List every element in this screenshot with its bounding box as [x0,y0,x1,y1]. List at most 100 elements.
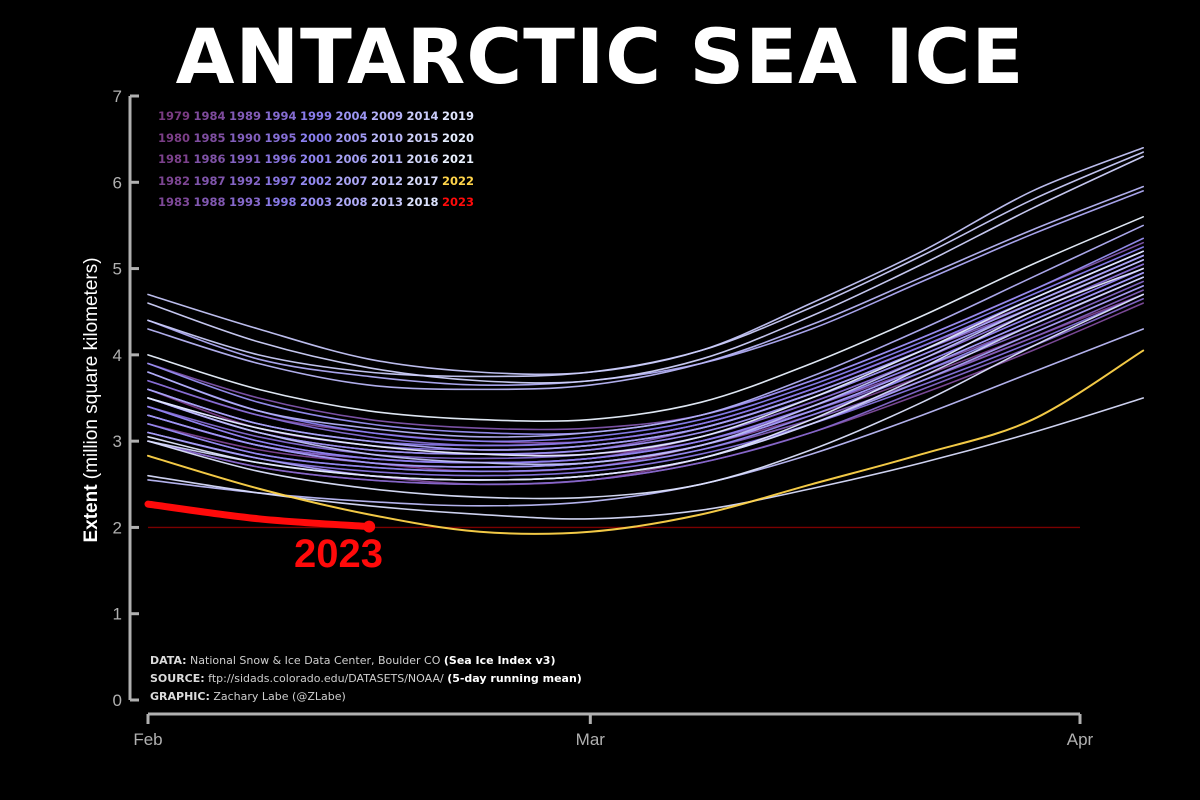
legend-item-2014: 2014 [406,109,439,123]
legend-row: 1983 1988 1993 1998 2003 2008 2013 2018 2023 [158,192,478,214]
y-tick-label: 4 [113,346,122,365]
credit-graphic-label: GRAPHIC: [150,690,210,703]
legend-item-2012: 2012 [371,173,404,188]
legend-row: 1981 1986 1991 1996 2001 2006 2011 2016 2021 [158,149,478,171]
legend-item-2016: 2016 [406,152,439,166]
legend-item-2010: 2010 [371,130,404,145]
y-axis-label-units: (million square kilometers) [81,257,102,480]
legend-item-2021: 2021 [442,152,475,166]
legend-row: 1980 1985 1990 1995 2000 2005 2010 2015 2020 [158,128,478,150]
legend-item-1983: 1983 [158,195,191,209]
series-line-2007 [147,254,1144,451]
legend-item-2020: 2020 [442,130,475,145]
legend-item-2018: 2018 [406,195,439,209]
legend-item-2000: 2000 [300,130,333,145]
legend-item-2017: 2017 [406,173,439,188]
legend: 1979 1984 1989 1994 1999 2004 2009 2014 2019 1980… [158,106,478,214]
legend-item-2003: 2003 [300,195,333,209]
legend-item-1982: 1982 [158,173,191,188]
legend-item-2023: 2023 [442,195,475,209]
y-tick-label: 1 [113,605,122,624]
credits: DATA: National Snow & Ice Data Center, B… [150,652,582,706]
series-line-2023 [144,500,373,531]
legend-item-2002: 2002 [300,173,333,188]
y-axis-label: Extent (million square kilometers) [81,257,103,542]
legend-item-1985: 1985 [193,130,226,145]
credit-data: DATA: National Snow & Ice Data Center, B… [150,652,582,670]
series-line-2008 [147,190,1144,387]
y-axis-label-bold: Extent [81,484,102,543]
series-line-1997 [147,293,1144,477]
legend-item-1997: 1997 [264,173,297,188]
legend-item-1995: 1995 [264,130,297,145]
legend-item-1979: 1979 [158,109,191,123]
legend-item-2004: 2004 [335,109,368,123]
y-tick-label: 2 [113,518,122,537]
legend-item-2013: 2013 [371,195,404,209]
chart-title: ANTARCTIC SEA ICE [175,12,1025,101]
series-line-1987 [147,241,1144,431]
series-line-2019 [147,267,1144,481]
legend-item-2019: 2019 [442,109,475,123]
legend-item-2011: 2011 [371,152,404,166]
legend-item-1994: 1994 [264,109,297,123]
y-tick-label: 0 [113,691,122,710]
legend-item-1999: 1999 [300,109,333,123]
legend-item-1988: 1988 [193,195,226,209]
legend-item-2007: 2007 [335,173,368,188]
series-line-2002 [147,276,1144,473]
credit-source-label: SOURCE: [150,672,205,685]
legend-item-2005: 2005 [335,130,368,145]
legend-item-1989: 1989 [229,109,262,123]
axes: 0 1 2 3 4 5 6 7 Feb Mar Apr [113,87,1094,749]
series-line-2015 [147,155,1144,384]
x-tick-label: Mar [576,730,606,749]
credit-data-text: National Snow & Ice Data Center, Boulder… [186,654,444,667]
series-endpoint-2023 [363,520,376,533]
y-tick-label: 3 [113,432,122,451]
series-layer [144,146,1145,535]
series-line-2021 [147,216,1144,423]
legend-item-1996: 1996 [264,152,297,166]
legend-row: 1982 1987 1992 1997 2002 2007 2012 2017 2022 [158,171,478,193]
credit-graphic-text: Zachary Labe (@ZLabe) [209,690,346,703]
legend-item-1984: 1984 [193,109,226,123]
annotation-2023: 2023 [294,532,383,576]
legend-item-1987: 1987 [193,173,226,188]
legend-item-2006: 2006 [335,152,368,166]
series-line-2000 [147,246,1144,443]
legend-item-1991: 1991 [229,152,262,166]
credit-data-strong: (Sea Ice Index v3) [443,654,556,667]
legend-item-2009: 2009 [371,109,404,123]
legend-item-2001: 2001 [300,152,333,166]
legend-item-1981: 1981 [158,152,191,166]
series-line-2011 [147,328,1144,507]
series-line-2014 [147,151,1144,378]
series-line-2022 [147,349,1145,535]
legend-item-1992: 1992 [229,173,262,188]
legend-row: 1979 1984 1989 1994 1999 2004 2009 2014 2019 [158,106,478,128]
y-tick-label: 5 [113,260,122,279]
credit-source-text: ftp://sidads.colorado.edu/DATASETS/NOAA/ [204,672,448,685]
series-line-2004 [147,259,1144,455]
series-line-2020 [147,250,1144,457]
credit-source: SOURCE: ftp://sidads.colorado.edu/DATASE… [150,670,582,688]
x-tick-label: Apr [1067,730,1094,749]
series-line-2018 [147,293,1144,500]
credit-data-label: DATA: [150,654,187,667]
series-line-2009 [147,224,1144,438]
legend-item-1993: 1993 [229,195,262,209]
series-line-2012 [147,259,1144,466]
legend-item-1980: 1980 [158,130,191,145]
legend-item-2015: 2015 [406,130,439,145]
credit-source-strong: (5-day running mean) [447,672,582,685]
series-line-2017 [147,397,1144,520]
series-line-2010 [147,185,1144,391]
credit-graphic: GRAPHIC: Zachary Labe (@ZLabe) [150,688,582,706]
legend-item-1990: 1990 [229,130,262,145]
y-tick-label: 6 [113,173,122,192]
y-tick-label: 7 [113,87,122,106]
legend-item-1986: 1986 [193,152,226,166]
series-line-1993 [147,297,1144,486]
